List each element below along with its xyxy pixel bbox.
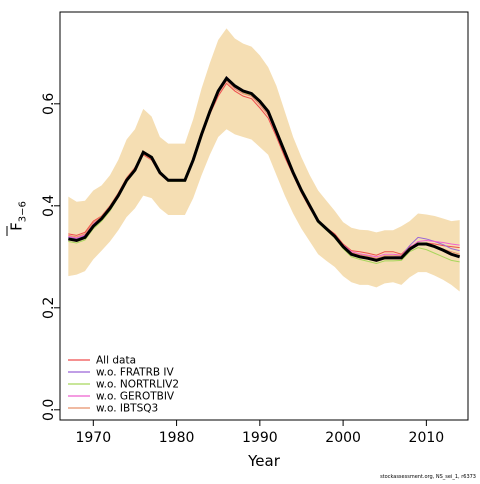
legend-label-2: w.o. NORTRLIV2 — [96, 379, 179, 391]
y-axis-title-text: F3−6 — [7, 201, 28, 231]
x-axis-title: Year — [247, 452, 281, 470]
legend-label-3: w.o. GEROTBIV — [96, 391, 175, 403]
legend-label-0: All data — [96, 355, 136, 367]
estimate-line-layer — [68, 75, 461, 262]
confidence-band-layer — [68, 28, 460, 292]
y-axis-title-main: F — [7, 222, 25, 231]
y-tick-label-2: 0.4 — [41, 195, 57, 217]
x-axis: 1970 1980 1990 2000 2010 — [75, 420, 444, 446]
x-tick-label-1: 1980 — [159, 430, 195, 446]
y-tick-label-1: 0.2 — [41, 297, 57, 319]
legend-label-1: w.o. FRATRB IV — [96, 367, 175, 379]
x-tick-label-4: 2010 — [409, 430, 445, 446]
y-tick-label-0: 0.0 — [41, 399, 57, 421]
y-axis-title: F3−6 — [6, 201, 28, 236]
y-tick-label-3: 0.6 — [41, 93, 57, 115]
legend-label-4: w.o. IBTSQ3 — [96, 403, 158, 415]
x-tick-label-0: 1970 — [75, 430, 111, 446]
estimate-line — [68, 75, 461, 262]
x-tick-label-2: 1990 — [242, 430, 278, 446]
credit-text: stockassessment.org, NS_sei_1, r6373 — [380, 474, 476, 480]
y-axis-title-sub: 3−6 — [17, 201, 28, 222]
confidence-band — [68, 28, 460, 292]
plot-frame — [59, 11, 469, 421]
y-axis: 0.0 0.2 0.4 0.6 — [41, 93, 60, 421]
x-tick-label-3: 2000 — [325, 430, 361, 446]
